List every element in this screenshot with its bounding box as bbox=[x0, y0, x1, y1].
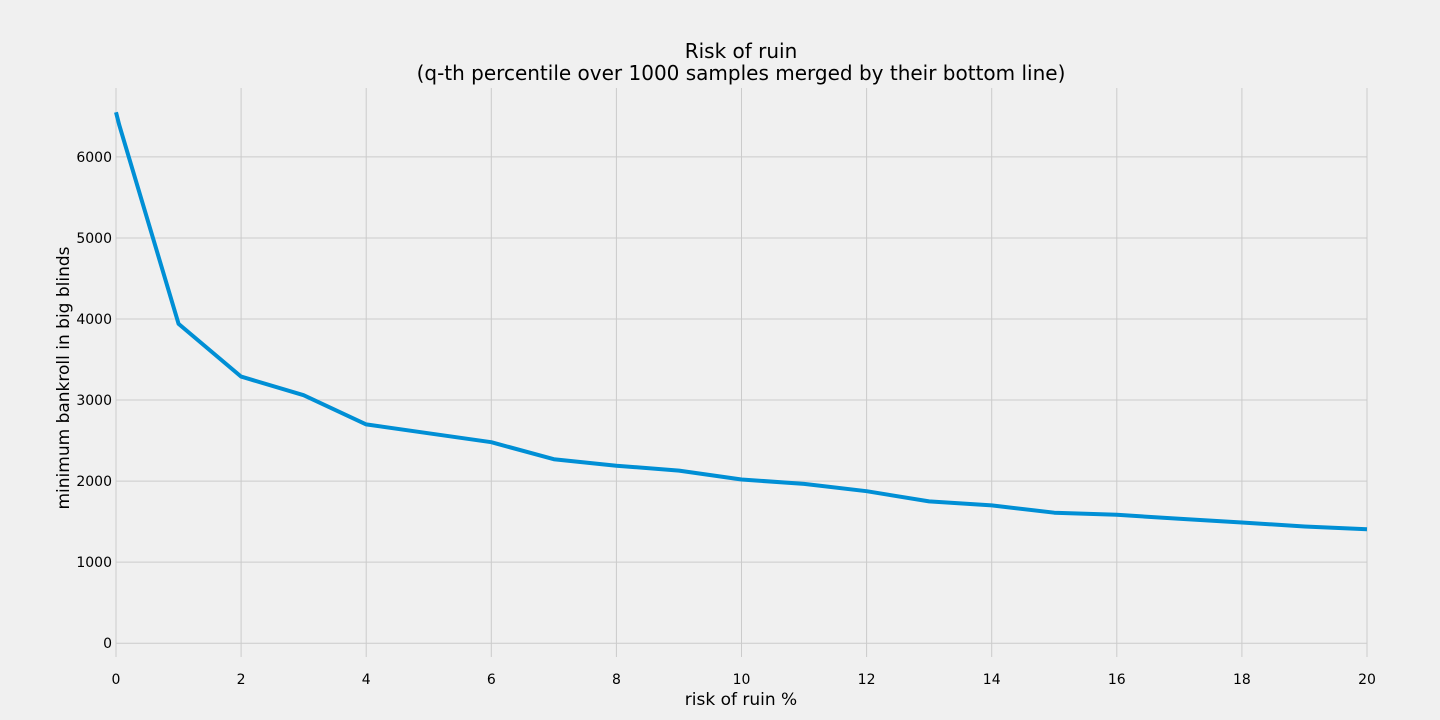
x-tick-label: 14 bbox=[983, 672, 1001, 688]
x-tick-label: 2 bbox=[237, 672, 246, 688]
y-tick-label: 5000 bbox=[76, 231, 112, 247]
y-tick-label: 2000 bbox=[76, 474, 112, 490]
x-tick-label: 8 bbox=[612, 672, 621, 688]
y-axis-ticks: 0 1000 2000 3000 4000 5000 6000 bbox=[76, 150, 112, 652]
x-tick-label: 6 bbox=[487, 672, 496, 688]
series-line bbox=[114, 111, 1368, 532]
y-tick-label: 3000 bbox=[76, 393, 112, 409]
grid bbox=[115, 88, 1368, 657]
x-axis-label: risk of ruin % bbox=[685, 690, 797, 710]
x-tick-label: 16 bbox=[1108, 672, 1126, 688]
y-tick-label: 0 bbox=[103, 636, 112, 652]
y-tick-label: 1000 bbox=[76, 555, 112, 571]
chart-subtitle: (q-th percentile over 1000 samples merge… bbox=[417, 61, 1066, 85]
x-tick-label: 4 bbox=[362, 672, 371, 688]
x-axis-ticks: 0 2 4 6 8 10 12 14 16 18 20 bbox=[112, 672, 1376, 688]
y-tick-label: 6000 bbox=[76, 150, 112, 166]
y-axis-label: minimum bankroll in big blinds bbox=[54, 246, 74, 509]
y-tick-label: 4000 bbox=[76, 312, 112, 328]
x-tick-label: 20 bbox=[1358, 672, 1376, 688]
series-layer bbox=[114, 111, 1368, 532]
x-tick-label: 0 bbox=[112, 672, 121, 688]
x-tick-label: 18 bbox=[1233, 672, 1251, 688]
x-tick-label: 12 bbox=[858, 672, 876, 688]
x-tick-label: 10 bbox=[733, 672, 751, 688]
chart-title: Risk of ruin bbox=[685, 39, 798, 63]
